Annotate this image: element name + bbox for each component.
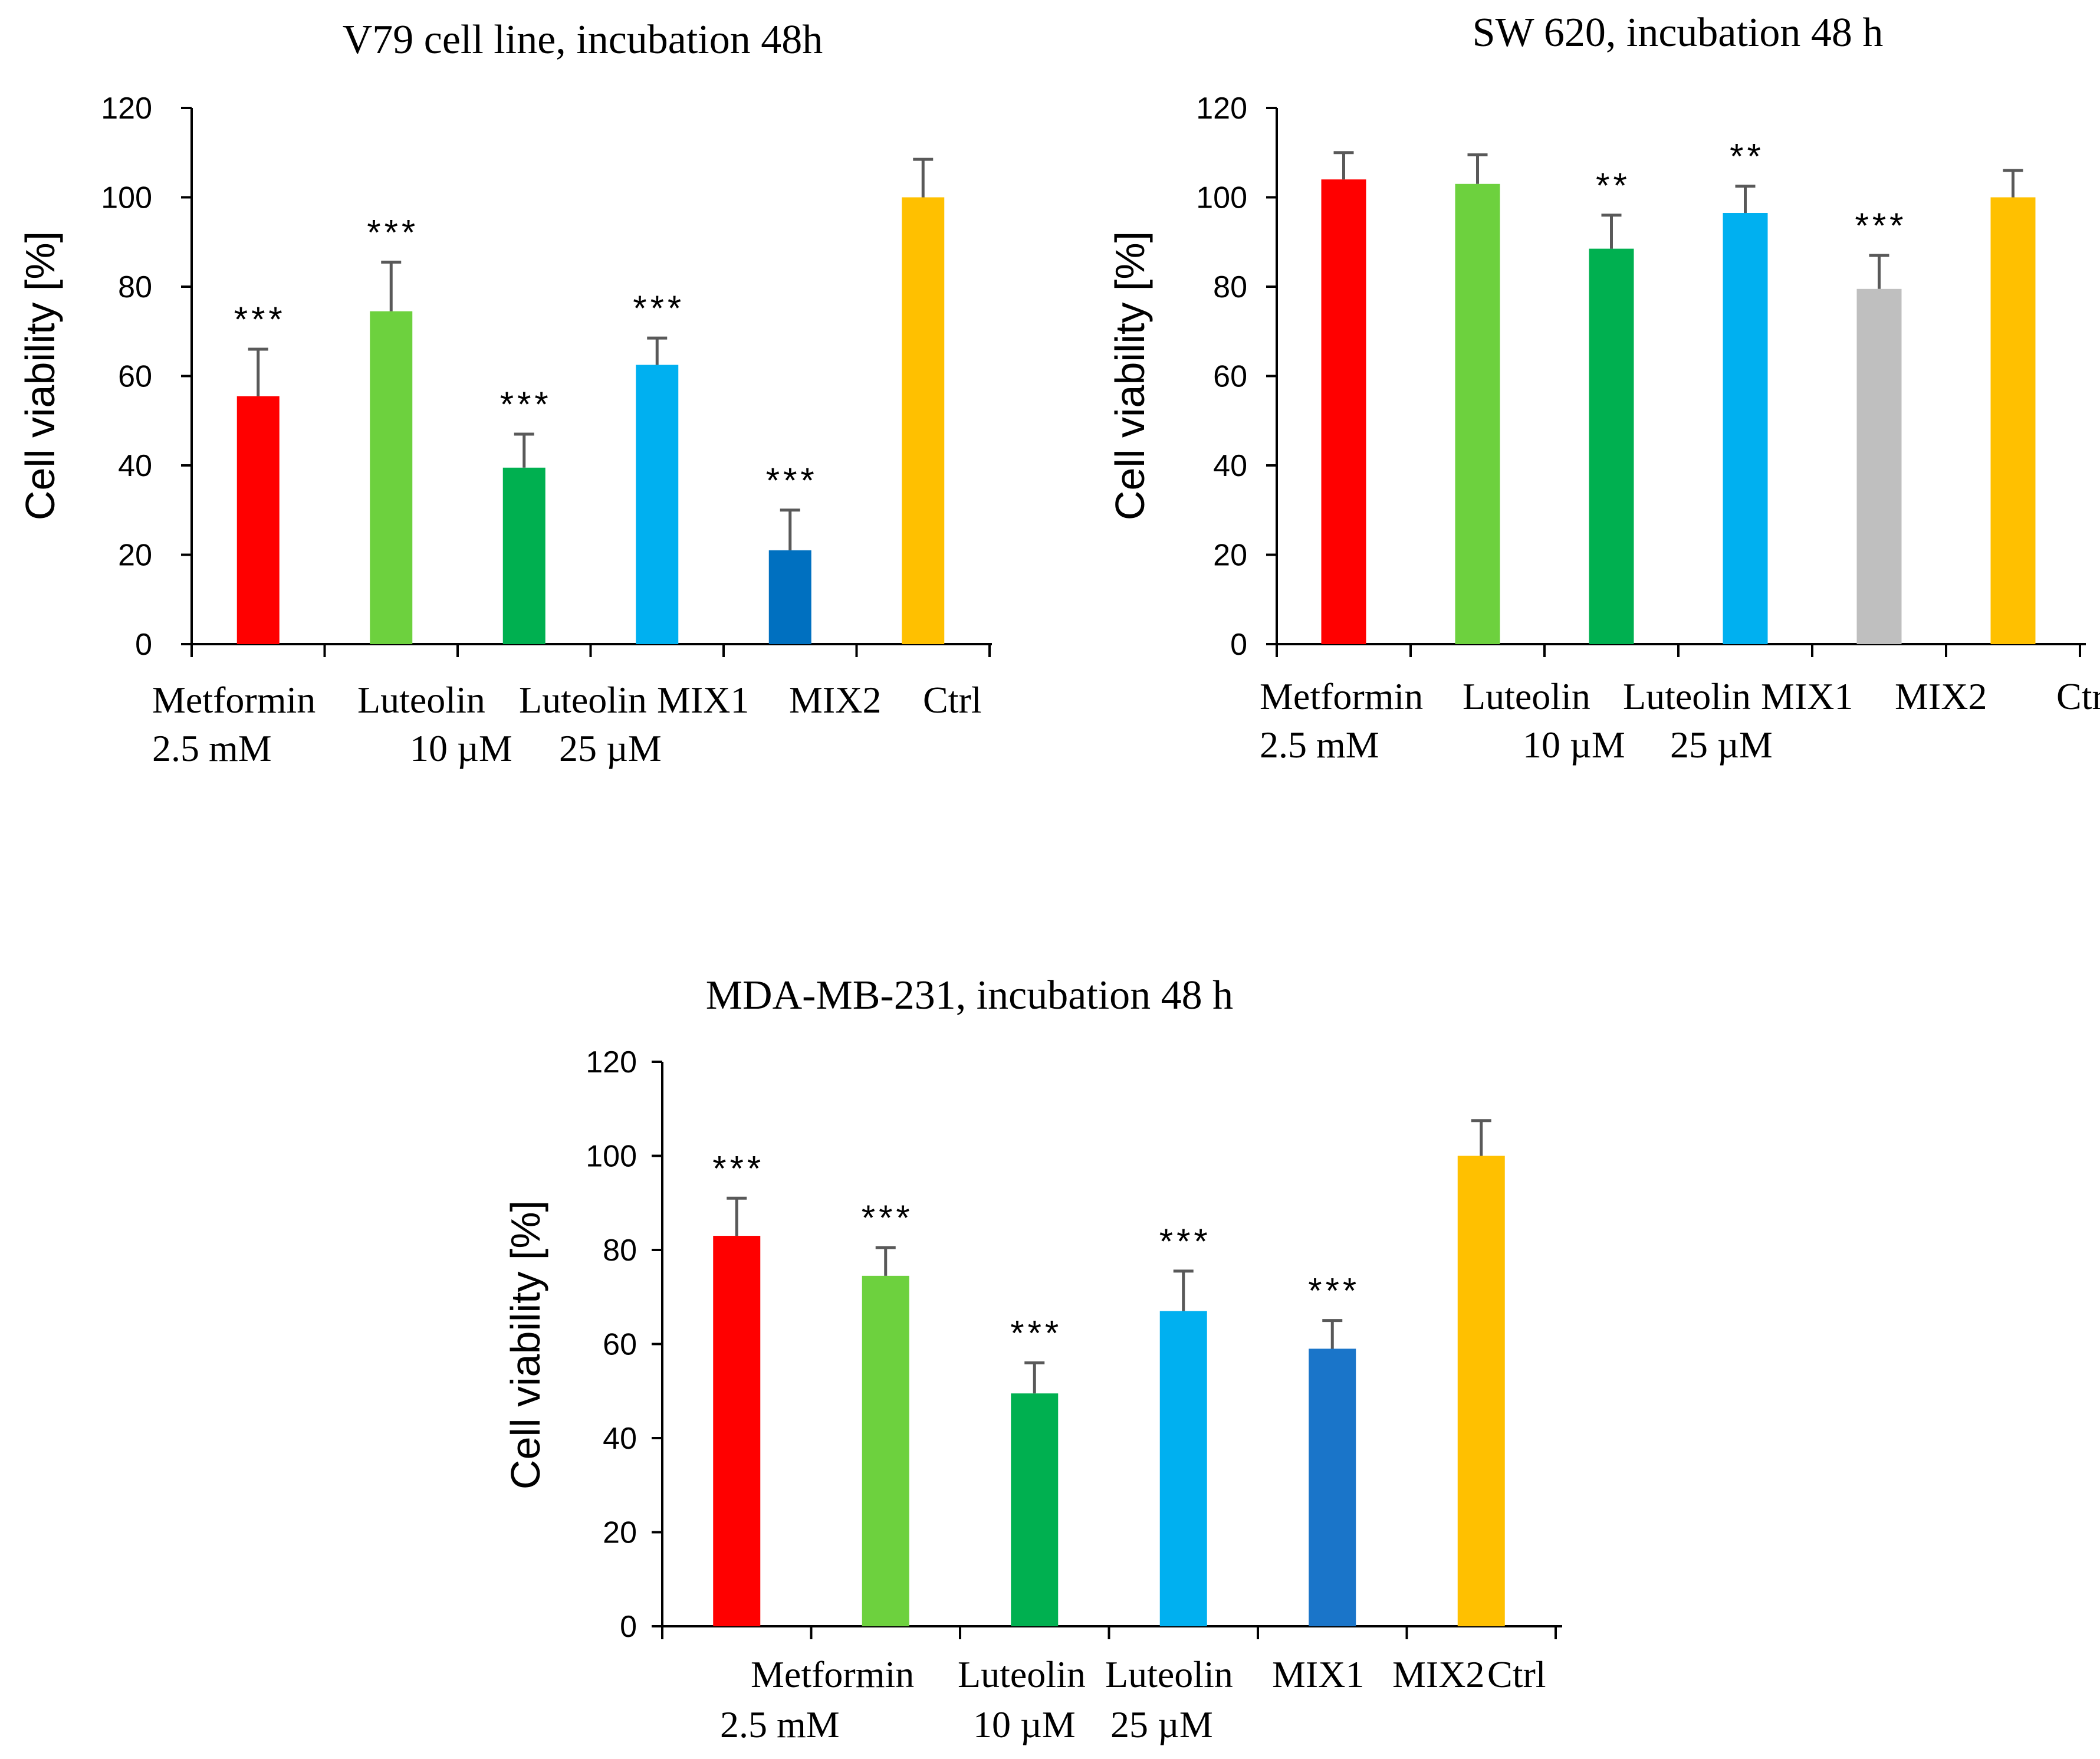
category-label-unit: 2.5 mM	[152, 727, 272, 769]
bar	[713, 1236, 761, 1626]
bar	[1455, 183, 1500, 644]
chart-title: SW 620, incubation 48 h	[1473, 10, 1884, 55]
category-label-unit: 2.5 mM	[1260, 724, 1379, 766]
category-label: MIX2	[1392, 1653, 1484, 1695]
chart-panel-3: MDA-MB-231, incubation 48 h Cell viabilit…	[502, 973, 1562, 1745]
significance-mark: ***	[633, 288, 685, 328]
category-label: MIX1	[1272, 1653, 1364, 1695]
y-tick-label: 80	[603, 1233, 637, 1268]
category-label-unit: 10 µM	[973, 1704, 1076, 1745]
category-label: Metformin	[1260, 675, 1423, 717]
y-tick-label: 0	[1230, 628, 1247, 662]
y-tick-label: 40	[118, 449, 152, 483]
bar	[1589, 248, 1634, 644]
y-tick-label: 0	[620, 1610, 637, 1644]
bar	[1457, 1156, 1505, 1626]
category-label: Luteolin	[1463, 675, 1590, 717]
category-label: MIX1	[657, 679, 749, 721]
category-label-unit: 25 µM	[559, 727, 662, 769]
bar	[370, 311, 413, 644]
significance-mark: ***	[500, 385, 552, 424]
significance-mark: ***	[712, 1148, 764, 1188]
significance-mark: ***	[862, 1198, 913, 1238]
y-tick-label: 120	[101, 91, 152, 126]
y-tick-label: 20	[118, 539, 152, 573]
significance-mark: ***	[1010, 1313, 1062, 1353]
y-axis-label: Cell viability [%]	[17, 231, 63, 520]
chart-panel-1: V79 cell line, incubation 48h Cell viabil…	[17, 17, 992, 769]
chart-title: MDA-MB-231, incubation 48 h	[706, 973, 1233, 1018]
bar	[902, 197, 945, 644]
y-tick-label: 120	[1196, 91, 1247, 126]
bar	[1990, 197, 2036, 644]
y-tick-label: 120	[586, 1045, 637, 1079]
y-tick-label: 60	[1213, 360, 1247, 394]
category-label: Luteolin	[519, 679, 647, 721]
category-label: Luteolin	[357, 679, 485, 721]
category-label: Metformin	[751, 1653, 914, 1695]
category-label: Ctrl	[923, 679, 982, 721]
category-label-unit: 10 µM	[410, 727, 512, 769]
bar	[1309, 1348, 1356, 1626]
bar	[1321, 179, 1366, 644]
significance-mark: ***	[1308, 1271, 1360, 1311]
significance-mark: ***	[1159, 1222, 1211, 1261]
bar	[236, 396, 280, 644]
category-label: MIX2	[789, 679, 881, 721]
y-tick-label: 80	[1213, 270, 1247, 304]
y-tick-label: 40	[1213, 449, 1247, 483]
y-tick-label: 60	[603, 1328, 637, 1362]
bar	[1011, 1393, 1059, 1626]
bar	[1159, 1311, 1207, 1626]
y-tick-label: 40	[603, 1422, 637, 1456]
significance-mark: ***	[1855, 206, 1907, 245]
y-tick-label: 100	[1196, 181, 1247, 215]
chart-title: V79 cell line, incubation 48h	[343, 17, 823, 63]
significance-mark: **	[1730, 137, 1764, 176]
category-label: Luteolin	[958, 1653, 1086, 1695]
y-tick-label: 0	[135, 628, 152, 662]
y-axis-label: Cell viability [%]	[502, 1200, 548, 1489]
category-label: Ctrl	[1487, 1653, 1546, 1695]
category-label-unit: 25 µM	[1110, 1704, 1213, 1745]
bar	[636, 365, 679, 644]
chart-panel-2: SW 620, incubation 48 h Cell viability [%…	[1107, 10, 2100, 766]
y-tick-label: 80	[118, 270, 152, 304]
category-label: Luteolin	[1105, 1653, 1233, 1695]
bar	[862, 1275, 909, 1626]
bar	[502, 467, 545, 644]
y-tick-label: 20	[603, 1516, 637, 1550]
category-label: MIX2	[1895, 675, 1987, 717]
category-label: MIX1	[1761, 675, 1853, 717]
y-tick-label: 20	[1213, 539, 1247, 573]
category-label: Ctrl	[2056, 675, 2100, 717]
y-tick-label: 60	[118, 360, 152, 394]
bar	[768, 550, 811, 644]
category-label: Metformin	[152, 679, 316, 721]
category-label: Luteolin	[1623, 675, 1751, 717]
bar	[1723, 213, 1768, 644]
category-label-unit: 10 µM	[1523, 724, 1625, 766]
significance-mark: ***	[234, 300, 286, 339]
category-label-unit: 25 µM	[1670, 724, 1773, 766]
y-tick-label: 100	[586, 1140, 637, 1174]
category-label-unit: 2.5 mM	[720, 1704, 840, 1745]
significance-mark: ***	[766, 461, 818, 500]
y-axis-label: Cell viability [%]	[1107, 231, 1153, 520]
bar	[1856, 288, 1902, 645]
significance-mark: ***	[367, 212, 419, 252]
y-tick-label: 100	[101, 181, 152, 215]
significance-mark: **	[1596, 166, 1631, 205]
